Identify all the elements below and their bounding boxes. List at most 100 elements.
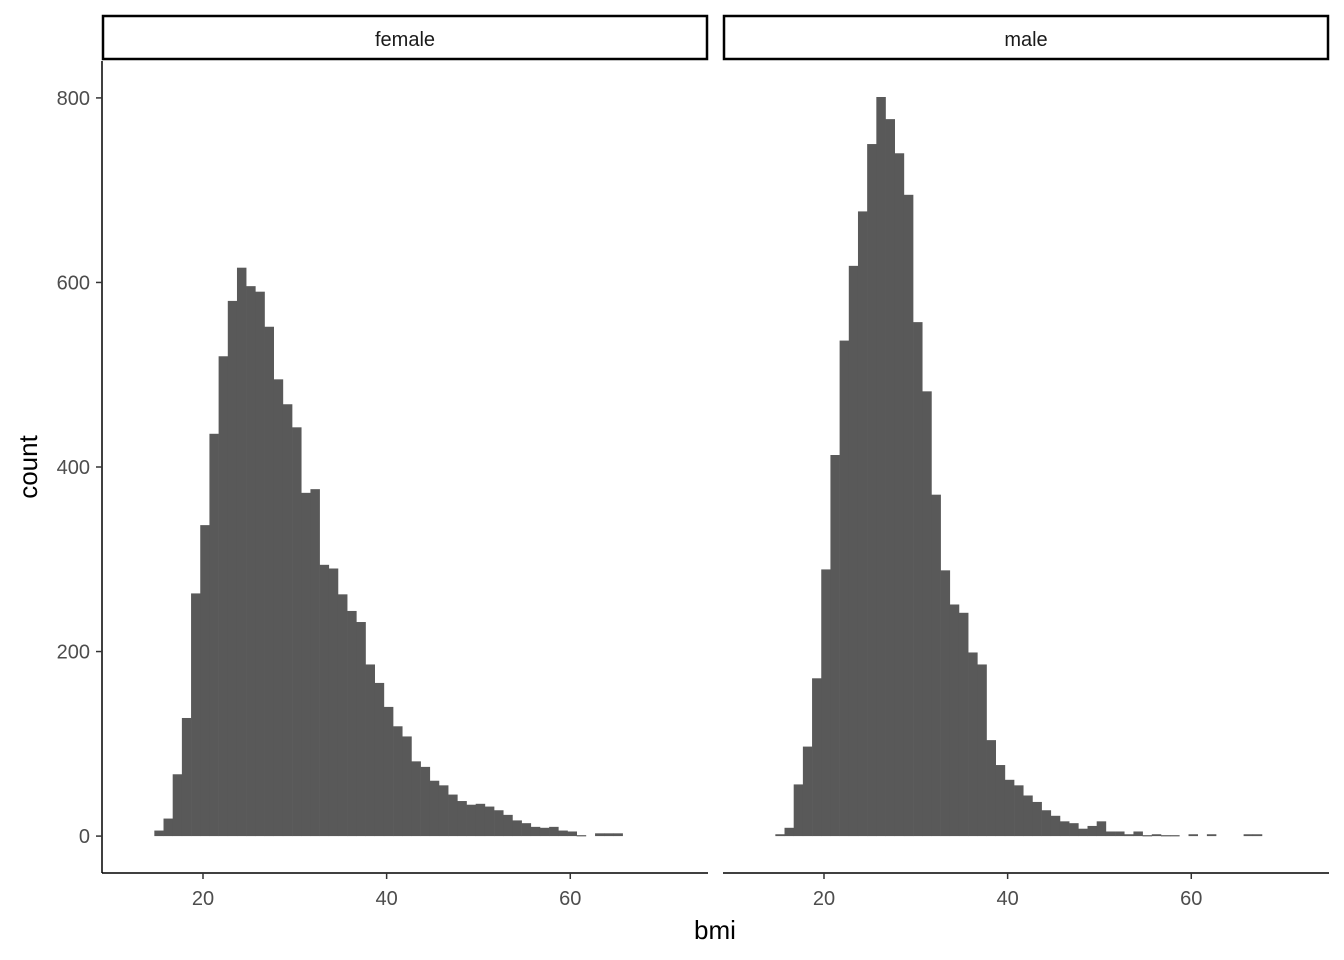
x-tick-label: 20: [813, 888, 835, 910]
histogram-bar: [1059, 821, 1070, 837]
histogram-bar: [521, 823, 532, 837]
y-axis-title: count: [13, 434, 43, 498]
x-axis-female: 20 40 60: [192, 873, 581, 910]
y-tick-label: 400: [57, 457, 90, 479]
histogram-bar: [922, 391, 932, 837]
histogram-bar: [1142, 835, 1153, 837]
histogram-bar: [337, 594, 348, 837]
histogram-bar: [209, 433, 219, 837]
histogram-bar: [328, 568, 339, 837]
histogram-bar: [848, 265, 859, 837]
histogram-bar: [821, 569, 831, 837]
histogram-bar: [867, 144, 877, 837]
histogram-bar: [292, 427, 302, 837]
histogram-bar: [163, 818, 173, 837]
histogram-bar: [802, 746, 813, 837]
histogram-bar: [236, 267, 247, 837]
y-tick-label: 800: [57, 88, 90, 110]
histogram-bar: [402, 736, 412, 837]
x-tick-label: 60: [1180, 888, 1202, 910]
strip-box: [101, 14, 709, 61]
histogram-bar: [448, 794, 458, 837]
histogram-bar: [374, 682, 385, 837]
histogram-bar: [894, 153, 905, 837]
strip-label-male: male: [1004, 29, 1047, 51]
histogram-bar: [784, 827, 794, 837]
histogram-bar: [576, 835, 587, 837]
histogram-bar: [1014, 785, 1024, 837]
strip-label-female: female: [375, 29, 435, 51]
histogram-bar: [595, 833, 605, 837]
histogram-bar: [191, 593, 201, 837]
histogram-bar: [420, 766, 431, 837]
histogram-bar: [411, 761, 421, 837]
histogram-bar: [264, 326, 274, 837]
histogram-bar: [549, 826, 559, 837]
histogram-bar: [475, 803, 486, 837]
histogram-bar: [255, 291, 265, 837]
histogram-bar: [1252, 834, 1263, 837]
histogram-bar: [1087, 825, 1097, 837]
histogram-bar: [558, 830, 568, 837]
histogram-bar: [949, 604, 960, 837]
histogram-bar: [940, 570, 951, 837]
histogram-bar: [512, 820, 522, 837]
histogram-bar: [282, 404, 293, 837]
histogram-bar: [494, 810, 504, 837]
panel-male: [775, 96, 1263, 837]
histogram-bar: [347, 610, 357, 837]
histogram-bar: [310, 489, 320, 837]
histogram-bar: [246, 286, 256, 837]
x-axis-title: bmi: [694, 915, 736, 945]
histogram-bar: [218, 356, 229, 837]
histogram-bar: [301, 492, 311, 837]
histogram-bar: [977, 664, 987, 837]
x-tick-label: 40: [997, 888, 1019, 910]
histogram-bar: [393, 726, 403, 837]
histogram-bar: [383, 706, 394, 837]
histogram-bar: [503, 814, 513, 837]
histogram-bar: [613, 833, 623, 837]
histogram-bar: [995, 765, 1006, 837]
histogram-bar: [1124, 834, 1134, 837]
histogram-bar: [839, 340, 850, 837]
histogram-bar: [172, 774, 183, 837]
histogram-bar: [466, 804, 476, 837]
histogram-bar: [1243, 834, 1254, 837]
histogram-bar: [1105, 831, 1116, 837]
histogram-bar: [1188, 834, 1198, 837]
x-axis-male: 20 40 60: [813, 873, 1202, 910]
histogram-bar: [1041, 810, 1052, 837]
histogram-bar: [319, 564, 330, 837]
histogram-bar: [457, 801, 467, 837]
y-tick-label: 0: [79, 826, 90, 848]
histogram-bar: [154, 830, 164, 837]
histogram-bar: [931, 494, 941, 837]
histogram-bar: [227, 300, 238, 837]
histogram-bar: [903, 194, 914, 837]
x-tick-label: 20: [192, 888, 214, 910]
histogram-bar: [530, 826, 541, 837]
histogram-bar: [1115, 831, 1125, 837]
y-axis: 0 200 400 600 800: [57, 88, 102, 848]
histogram-bar: [913, 322, 923, 837]
panel-female: [154, 267, 623, 837]
histogram-bar: [1151, 834, 1162, 837]
histogram-bar: [1023, 795, 1033, 837]
y-tick-label: 200: [57, 642, 90, 664]
histogram-bar: [857, 211, 868, 837]
histogram-bar: [1133, 831, 1143, 837]
histogram-bar: [1160, 835, 1171, 837]
histogram-bar: [365, 664, 375, 837]
facet-strip-male: male: [722, 14, 1330, 61]
histogram-bar: [793, 784, 804, 837]
histogram-bar: [885, 119, 895, 837]
x-tick-label: 40: [376, 888, 398, 910]
facet-strip-female: female: [101, 14, 709, 61]
histogram-bar: [356, 622, 366, 837]
histogram-bar: [1004, 779, 1015, 837]
strip-box: [722, 14, 1330, 61]
histogram-bar: [1032, 801, 1042, 837]
histogram-bar: [1206, 834, 1217, 837]
